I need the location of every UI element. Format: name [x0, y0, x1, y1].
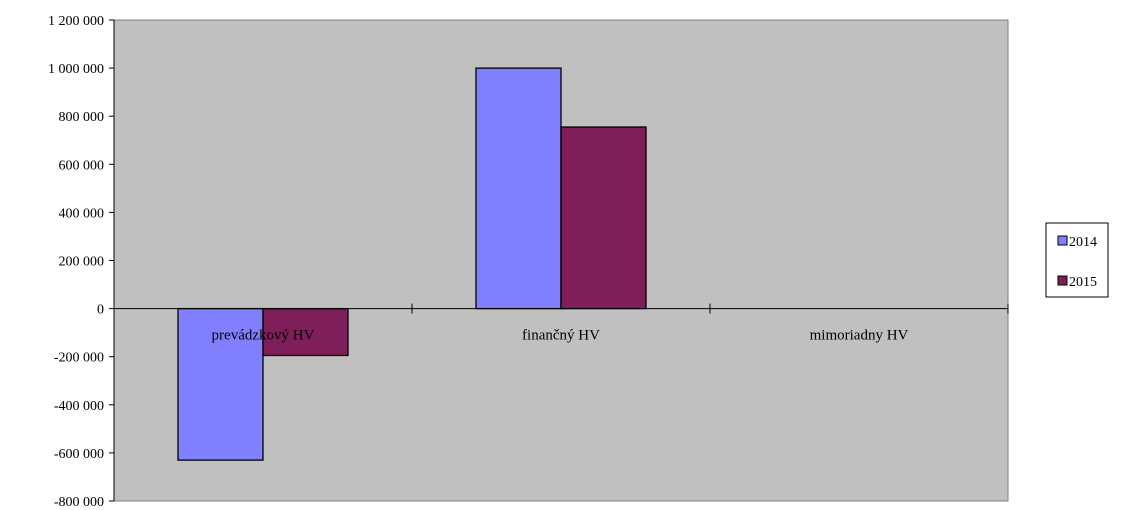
y-tick-label: -800 000	[54, 495, 104, 510]
legend-label-2014: 2014	[1069, 235, 1097, 250]
x-category-label: prevádzkový HV	[212, 328, 315, 344]
legend: 2014 2015	[1045, 222, 1109, 298]
y-tick-label: 1 000 000	[48, 62, 104, 77]
y-tick-label: -200 000	[54, 351, 104, 366]
x-axis: prevádzkový HV finančný HV mimoriadny HV	[113, 303, 1009, 344]
bar-2014-1	[475, 67, 562, 310]
y-tick-label: 800 000	[59, 110, 105, 125]
bars-group	[177, 67, 647, 461]
y-tick-label: 1 200 000	[48, 14, 104, 29]
y-tick-label: 200 000	[59, 255, 105, 270]
bar-2014-0	[177, 307, 264, 461]
x-category-label: mimoriadny HV	[810, 328, 909, 344]
legend-box	[1045, 222, 1109, 298]
y-tick-label: 400 000	[59, 206, 105, 221]
legend-swatch-2014	[1057, 235, 1068, 246]
y-axis: 1 200 000 1 000 000 800 000 600 000 400 000 2…	[48, 14, 115, 510]
y-tick-label: 0	[97, 303, 104, 318]
y-tick-label: -400 000	[54, 399, 104, 414]
y-tick-label: -600 000	[54, 447, 104, 462]
bar-2015-1	[560, 126, 647, 310]
y-tick-label: 600 000	[59, 158, 105, 173]
x-category-label: finančný HV	[522, 328, 600, 344]
legend-swatch-2015	[1057, 275, 1068, 286]
legend-label-2015: 2015	[1069, 275, 1097, 290]
